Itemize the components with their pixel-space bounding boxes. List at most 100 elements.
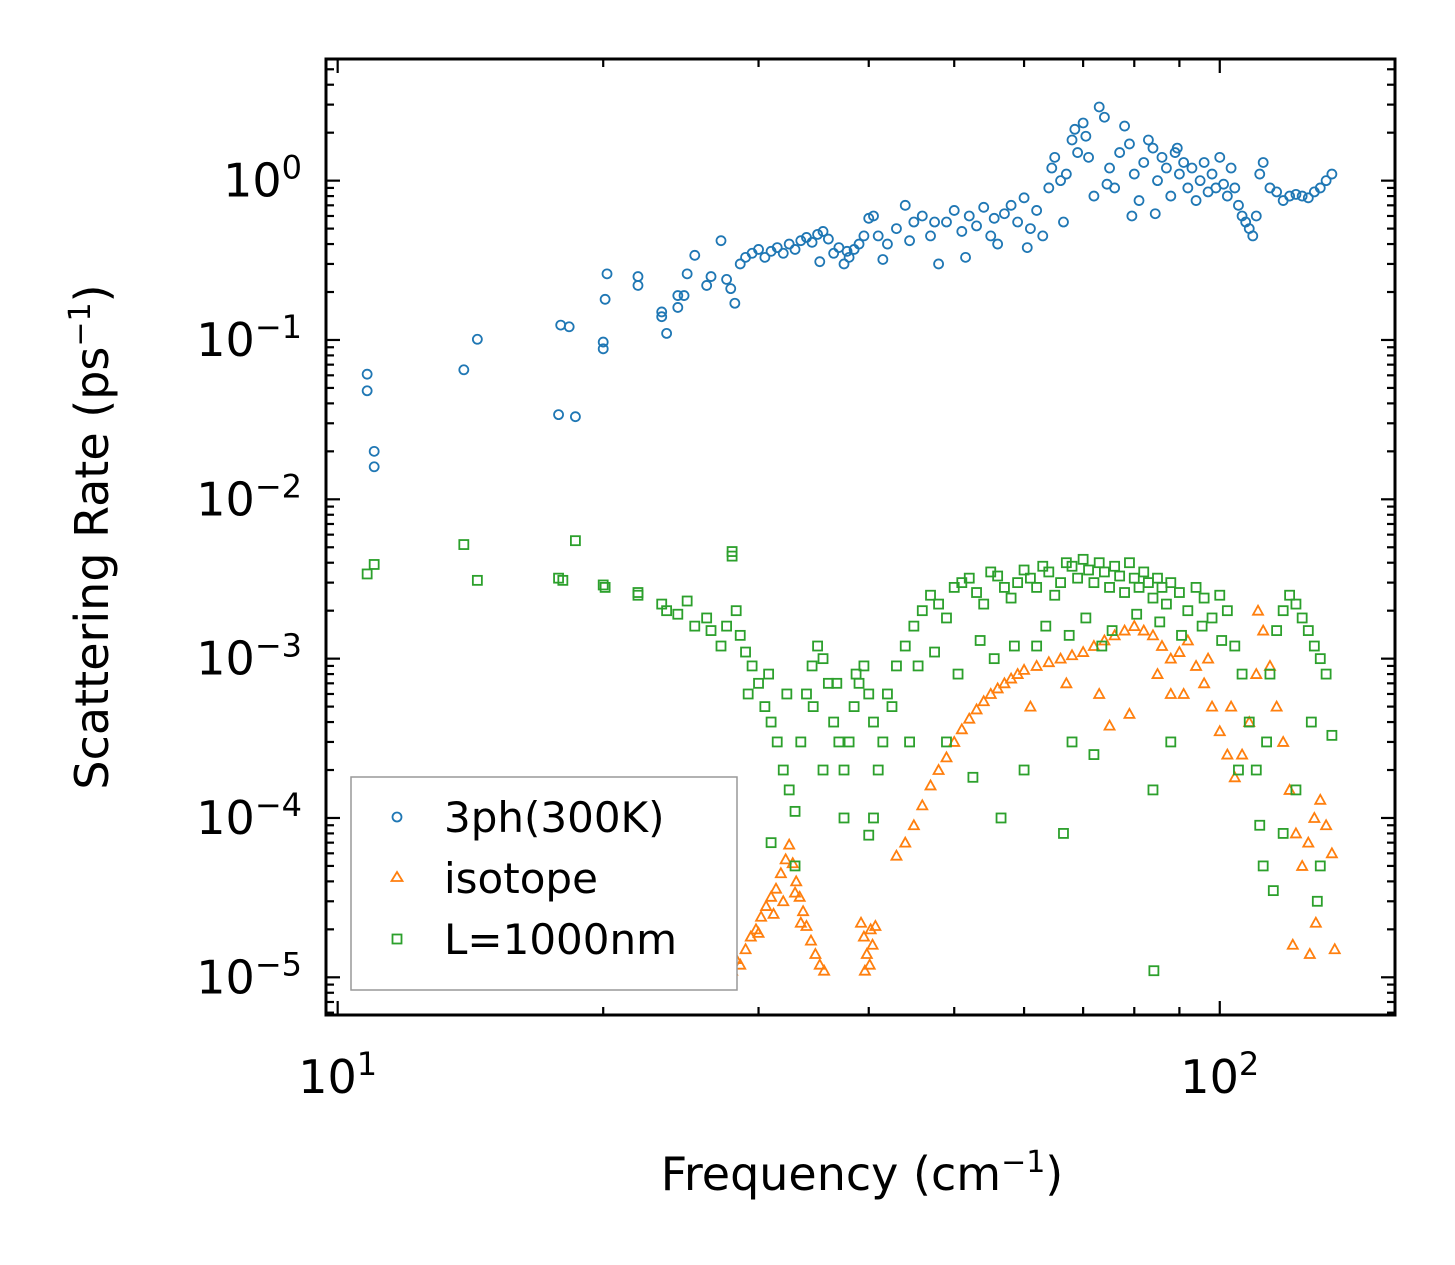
y-axis-label: Scattering Rate (ps−1) [63, 284, 119, 789]
point-isotope-61 [1118, 623, 1132, 636]
point-isotope-102 [1103, 718, 1117, 731]
point-l-1000nm-54 [916, 605, 928, 617]
point-isotope-96 [1150, 667, 1165, 679]
point-l-1000nm-159 [763, 668, 775, 680]
point-isotope-21 [817, 963, 831, 976]
point-l-1000nm-155 [952, 668, 964, 680]
point-l-1000nm-25 [746, 660, 758, 672]
point-3ph-300k-43 [812, 228, 823, 240]
point-l-1000nm-130 [789, 860, 801, 872]
point-isotope-85 [1301, 835, 1315, 848]
point-l-1000nm-129 [765, 837, 777, 849]
point-3ph-300k-56 [882, 238, 893, 250]
point-3ph-300k-110 [1190, 195, 1202, 206]
point-l-1000nm-8 [599, 581, 611, 593]
point-isotope-101 [1059, 676, 1073, 689]
point-l-1000nm-145 [1290, 784, 1302, 796]
point-3ph-300k-67 [971, 220, 982, 232]
point-3ph-300k-36 [771, 242, 783, 253]
point-l-1000nm-120 [1320, 668, 1332, 680]
point-l-1000nm-105 [1236, 668, 1248, 680]
point-3ph-300k-85 [1072, 147, 1084, 158]
point-l-1000nm-77 [1072, 572, 1084, 584]
point-3ph-300k-26 [715, 235, 727, 247]
point-3ph-300k-97 [1133, 195, 1145, 206]
point-l-1000nm-142 [1233, 764, 1244, 776]
point-l-1000nm-72 [1043, 566, 1055, 578]
point-isotope-64 [1146, 628, 1160, 641]
point-isotope-44 [962, 711, 976, 724]
point-3ph-300k-93 [1114, 147, 1126, 158]
point-3ph-300k-79 [1046, 162, 1058, 174]
point-3ph-300k-44 [817, 226, 829, 237]
point-isotope-10 [774, 866, 788, 879]
point-isotope-38 [915, 798, 929, 811]
point-3ph-300k-42 [806, 236, 818, 248]
point-l-1000nm-60 [963, 572, 975, 584]
point-3ph-300k-112 [1198, 157, 1210, 168]
point-l-1000nm-23 [734, 629, 746, 641]
point-l-1000nm-56 [933, 598, 944, 610]
point-l-1000nm-22 [730, 605, 742, 617]
point-isotope-97 [1177, 687, 1191, 699]
point-l-1000nm-53 [908, 620, 920, 632]
point-l-1000nm-100 [1198, 592, 1210, 604]
point-l-1000nm-131 [817, 764, 829, 776]
point-l-1000nm-26 [753, 677, 764, 689]
point-3ph-300k-94 [1119, 120, 1130, 132]
point-3ph-300k-74 [1018, 192, 1030, 204]
point-3ph-300k-106 [1174, 168, 1185, 180]
point-isotope-95 [1122, 707, 1136, 719]
point-3ph-300k-3 [368, 461, 380, 473]
point-isotope-65 [1155, 639, 1169, 651]
point-l-1000nm-156 [988, 653, 1000, 665]
point-3ph-300k-1 [361, 385, 373, 397]
point-3ph-300k-102 [1156, 151, 1168, 163]
point-3ph-300k-29 [729, 297, 741, 309]
point-3ph-300k-60 [916, 210, 928, 222]
point-3ph-300k-4 [458, 364, 470, 376]
point-3ph-300k-143 [904, 235, 915, 247]
point-l-1000nm-33 [795, 736, 807, 748]
point-3ph-300k-65 [956, 226, 968, 237]
point-l-1000nm-150 [1154, 616, 1166, 628]
point-l-1000nm-52 [899, 640, 911, 652]
point-3ph-300k-64 [948, 205, 960, 216]
point-3ph-300k-49 [843, 251, 855, 263]
point-l-1000nm-119 [1314, 653, 1326, 665]
point-l-1000nm-141 [1165, 736, 1177, 748]
point-3ph-300k-150 [1101, 178, 1113, 190]
point-l-1000nm-15 [689, 620, 701, 632]
point-3ph-300k-19 [672, 302, 684, 313]
point-3ph-300k-120 [1229, 182, 1241, 194]
point-l-1000nm-165 [974, 635, 986, 646]
point-3ph-300k-54 [868, 210, 879, 222]
legend-marker-3ph [391, 811, 403, 823]
point-3ph-300k-144 [929, 216, 940, 228]
point-3ph-300k-62 [933, 258, 944, 270]
point-3ph-300k-108 [1182, 182, 1194, 194]
point-3ph-300k-149 [1080, 130, 1092, 142]
point-l-1000nm-34 [801, 688, 812, 700]
point-isotope-8 [764, 889, 778, 902]
point-3ph-300k-24 [701, 280, 713, 291]
point-3ph-300k-33 [753, 244, 764, 255]
point-isotope-47 [984, 687, 998, 699]
point-l-1000nm-158 [742, 688, 754, 700]
point-3ph-300k-118 [1221, 190, 1233, 202]
point-3ph-300k-75 [1025, 223, 1036, 235]
point-3ph-300k-141 [841, 245, 853, 257]
point-l-1000nm-36 [812, 640, 823, 652]
point-l-1000nm-107 [1250, 764, 1262, 776]
point-l-1000nm-132 [863, 829, 875, 841]
point-l-1000nm-76 [1066, 560, 1078, 572]
point-l-1000nm-147 [1080, 612, 1092, 624]
point-l-1000nm-99 [1190, 581, 1202, 593]
point-l-1000nm-10 [632, 589, 644, 601]
point-isotope-32 [868, 919, 882, 931]
point-l-1000nm-116 [1296, 612, 1308, 624]
y-tick-label-5: 10−5 [196, 945, 302, 1004]
point-3ph-300k-25 [705, 271, 717, 282]
point-3ph-300k-88 [1088, 190, 1100, 202]
